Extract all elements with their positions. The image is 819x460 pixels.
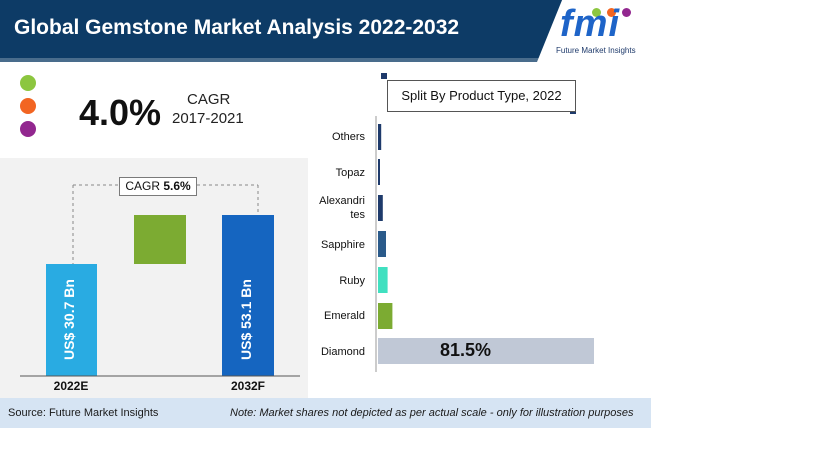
- category-label-ruby: Ruby: [339, 275, 365, 287]
- cagr-annotation-box: CAGR 5.6%: [119, 177, 197, 196]
- logo-dot-green-icon: [592, 8, 601, 17]
- category-label-diamond: Diamond: [320, 346, 365, 358]
- category-label-topaz: Topaz: [335, 167, 365, 179]
- cagr-box-value: 5.6%: [163, 179, 191, 193]
- split-chart-title: Split By Product Type, 2022: [387, 80, 576, 112]
- purple-dot-icon: [20, 121, 36, 137]
- cagr-box-prefix: CAGR: [125, 179, 160, 193]
- bar-others: [378, 124, 382, 150]
- diamond-data-label: 81.5%: [440, 340, 492, 360]
- bar-2032f: [222, 215, 274, 376]
- category-label-sapphire: Sapphire: [320, 239, 365, 251]
- growth-chart: 2022E 2032F: [20, 184, 300, 393]
- bar-2022e: [46, 264, 97, 376]
- footer-note: Note: Market shares not depicted as per …: [230, 407, 634, 419]
- tick-label-2022e: 2022E: [54, 379, 89, 393]
- page-title: Global Gemstone Market Analysis 2022-203…: [14, 16, 460, 39]
- cagr-value: 4.0%: [79, 92, 162, 133]
- fmi-logo: fmi: [560, 3, 620, 45]
- bar-diamond: [378, 338, 594, 364]
- bar-ruby: [378, 267, 388, 293]
- category-label-emerald: Emerald: [324, 310, 365, 322]
- split-chart: [375, 116, 594, 372]
- bar-topaz: [378, 159, 380, 185]
- bar-increment: [134, 215, 186, 264]
- footer-source: Source: Future Market Insights: [8, 407, 159, 419]
- title-box-corner-top-left: [381, 73, 387, 79]
- cagr-label: CAGR: [187, 91, 231, 108]
- fmi-logo-subtext: Future Market Insights: [556, 46, 636, 55]
- bar-alexandrites: [378, 195, 383, 221]
- logo-dot-orange-icon: [607, 8, 616, 17]
- category-label-alexandrites: Alexandri tes: [319, 195, 365, 221]
- bar-2022e-data-label: US$ 30.7 Bn: [61, 279, 77, 360]
- header-stripe: [0, 58, 651, 62]
- bar-sapphire: [378, 231, 386, 257]
- cagr-panel: [0, 62, 308, 158]
- footer-bar: [0, 398, 651, 428]
- green-dot-icon: [20, 75, 36, 91]
- logo-dot-purple-icon: [622, 8, 631, 17]
- bar-emerald: [378, 303, 393, 329]
- category-label-others: Others: [331, 131, 365, 143]
- cagr-period: 2017-2021: [172, 110, 244, 127]
- tick-label-2032f: 2032F: [231, 379, 265, 393]
- bar-2032f-data-label: US$ 53.1 Bn: [238, 279, 254, 360]
- orange-dot-icon: [20, 98, 36, 114]
